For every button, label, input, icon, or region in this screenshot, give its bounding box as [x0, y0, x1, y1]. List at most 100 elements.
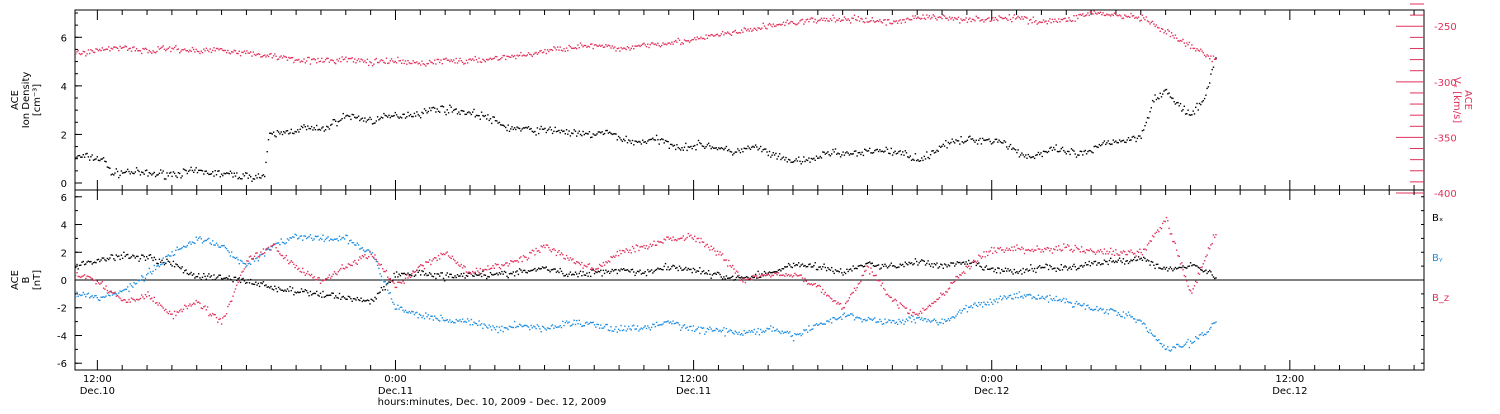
vx-series-point	[322, 61, 324, 63]
bx-series-point	[477, 274, 479, 276]
density-series-point	[780, 158, 782, 161]
bx-series-point	[598, 271, 601, 273]
by-series-point	[1205, 333, 1207, 336]
bx-series-point	[611, 268, 613, 271]
vx-series-point	[1069, 19, 1071, 21]
vx-series-point	[512, 56, 514, 58]
by-series-point	[976, 305, 979, 307]
by-series-point	[962, 308, 965, 310]
vx-series-point	[659, 46, 662, 48]
by-series-point	[430, 315, 432, 317]
by-series-point	[775, 329, 777, 332]
vx-series-point	[957, 16, 960, 18]
by-series-point	[92, 296, 95, 299]
vx-series-point	[388, 62, 390, 64]
bz-series-point	[676, 239, 678, 242]
vx-series-point	[896, 22, 899, 24]
vx-series-point	[370, 62, 372, 64]
bz-series-point	[1061, 249, 1064, 251]
bz-series-point	[1012, 249, 1014, 252]
bx-series-point	[141, 254, 143, 256]
by-series-point	[929, 321, 932, 323]
density-series-point	[177, 172, 180, 174]
bx-series-point	[918, 262, 920, 264]
density-series-point	[746, 147, 748, 150]
vx-series-point	[850, 22, 852, 24]
vx-series-point	[588, 46, 591, 48]
bx-series-point	[468, 272, 470, 274]
bz-series-point	[1176, 249, 1178, 251]
by-series-point	[517, 325, 520, 328]
bx-series-point	[446, 272, 448, 274]
bz-series-point	[926, 308, 928, 310]
bx-series-point	[903, 265, 905, 268]
by-series-point	[420, 314, 422, 316]
density-series-point	[521, 128, 523, 130]
vx-series-point	[1172, 34, 1174, 37]
vx-series-point	[427, 62, 429, 65]
bx-series-point	[668, 269, 670, 271]
by-series-point	[941, 318, 943, 320]
bx-series-point	[154, 258, 157, 261]
by-series-point	[1044, 298, 1046, 300]
by-series-point	[724, 335, 726, 337]
density-series-point	[559, 132, 561, 134]
bx-series-point	[492, 274, 494, 276]
by-series-point	[409, 312, 412, 314]
bz-series-point	[1025, 249, 1027, 251]
by-series-point	[1118, 314, 1121, 316]
density-series-point	[784, 159, 786, 161]
by-series-point	[237, 259, 239, 261]
density-series-point	[916, 159, 918, 162]
density-series-point	[124, 171, 126, 174]
b-y-tick-label: -2	[57, 304, 67, 315]
density-series-point	[817, 157, 819, 159]
bx-series-point	[374, 296, 376, 299]
vx-series-point	[1033, 21, 1036, 23]
bx-series-point	[806, 265, 809, 268]
bz-series-point	[829, 297, 832, 299]
vx-series-point	[713, 35, 715, 37]
bz-series-point	[978, 254, 980, 256]
by-series-point	[102, 296, 105, 298]
vx-series-point	[782, 21, 785, 23]
vx-series-point	[1126, 16, 1128, 18]
vx-series-point	[910, 19, 913, 21]
bz-series-point	[753, 275, 755, 277]
bx-series-point	[236, 279, 238, 281]
density-series-point	[474, 116, 476, 118]
bx-series-point	[847, 270, 849, 273]
by-series-point	[427, 314, 429, 316]
vx-series-point	[966, 21, 969, 23]
vx-series-point	[1116, 14, 1118, 17]
density-series-point	[536, 127, 539, 129]
vx-series-point	[1188, 41, 1191, 44]
density-series-point	[501, 124, 503, 126]
bx-series-point	[274, 285, 276, 287]
vx-series-point	[1169, 35, 1172, 38]
density-series-point	[1176, 102, 1178, 104]
by-series-point	[914, 322, 917, 324]
by-series-point	[1172, 346, 1174, 348]
vx-series-point	[1035, 20, 1037, 22]
by-series-point	[918, 316, 920, 319]
vx-series-point	[187, 51, 190, 53]
b-y-tick-label: -4	[57, 331, 67, 342]
bx-series-point	[805, 266, 807, 268]
by-series-point	[766, 327, 768, 330]
density-series-point	[128, 170, 130, 173]
by-series-point	[677, 322, 679, 324]
by-series-point	[1093, 308, 1095, 311]
vx-series-point	[847, 18, 849, 20]
bx-series-point	[160, 261, 162, 263]
bz-series-point	[219, 318, 221, 320]
by-series-point	[732, 332, 734, 334]
density-series-point	[1011, 148, 1013, 150]
by-series-point	[676, 321, 678, 324]
bz-series-point	[756, 275, 758, 277]
bz-series-point	[754, 275, 757, 277]
by-series-point	[393, 303, 395, 305]
vx-y-tick-label: -300	[1434, 78, 1457, 89]
vx-series-point	[964, 19, 966, 21]
bz-series-point	[564, 258, 566, 260]
